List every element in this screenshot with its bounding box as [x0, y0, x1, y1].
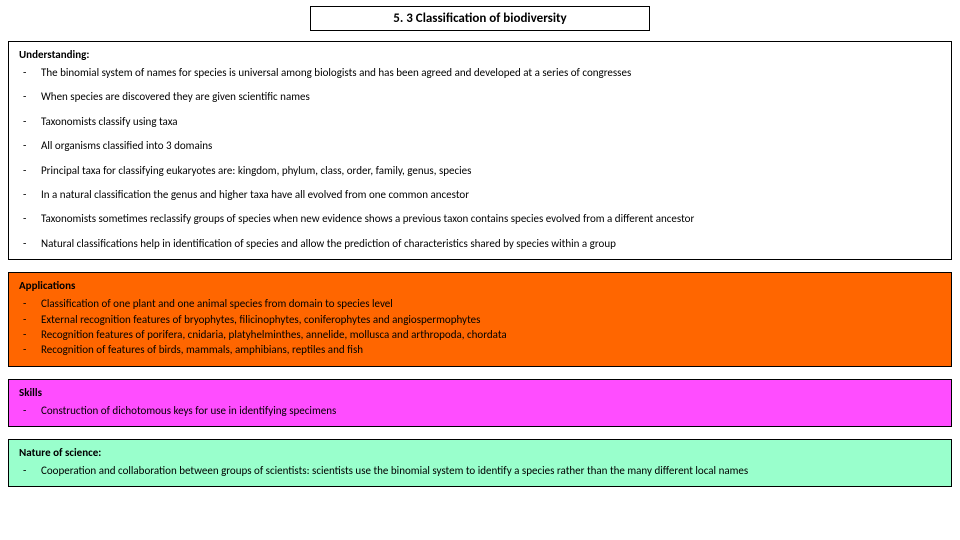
page-title: 5. 3 Classification of biodiversity: [310, 6, 650, 31]
list-item: In a natural classification the genus an…: [19, 187, 941, 202]
list-item: Construction of dichotomous keys for use…: [19, 403, 941, 418]
section-heading: Applications: [19, 279, 941, 292]
section-heading: Skills: [19, 386, 941, 399]
list-item: The binomial system of names for species…: [19, 65, 941, 80]
list-item: External recognition features of bryophy…: [19, 312, 941, 327]
list-item: Principal taxa for classifying eukaryote…: [19, 163, 941, 178]
list-item: Recognition of features of birds, mammal…: [19, 342, 941, 357]
bullet-list: Construction of dichotomous keys for use…: [19, 403, 941, 418]
section-orange: Applications Classification of one plant …: [8, 272, 952, 367]
bullet-list: Cooperation and collaboration between gr…: [19, 463, 941, 478]
section-heading: Nature of science:: [19, 446, 941, 459]
list-item: Classification of one plant and one anim…: [19, 296, 941, 311]
bullet-list: The binomial system of names for species…: [19, 65, 941, 251]
bullet-list: Classification of one plant and one anim…: [19, 296, 941, 358]
list-item: Taxonomists classify using taxa: [19, 114, 941, 129]
list-item: When species are discovered they are giv…: [19, 89, 941, 104]
section-magenta: Skills Construction of dichotomous keys f…: [8, 379, 952, 427]
list-item: All organisms classified into 3 domains: [19, 138, 941, 153]
list-item: Recognition features of porifera, cnidar…: [19, 327, 941, 342]
section-white: Understanding: The binomial system of nam…: [8, 41, 952, 260]
list-item: Taxonomists sometimes reclassify groups …: [19, 211, 941, 226]
list-item: Natural classifications help in identifi…: [19, 236, 941, 251]
section-heading: Understanding:: [19, 48, 941, 61]
list-item: Cooperation and collaboration between gr…: [19, 463, 941, 478]
sections-container: Understanding: The binomial system of nam…: [8, 41, 952, 487]
section-green: Nature of science: Cooperation and collab…: [8, 439, 952, 487]
